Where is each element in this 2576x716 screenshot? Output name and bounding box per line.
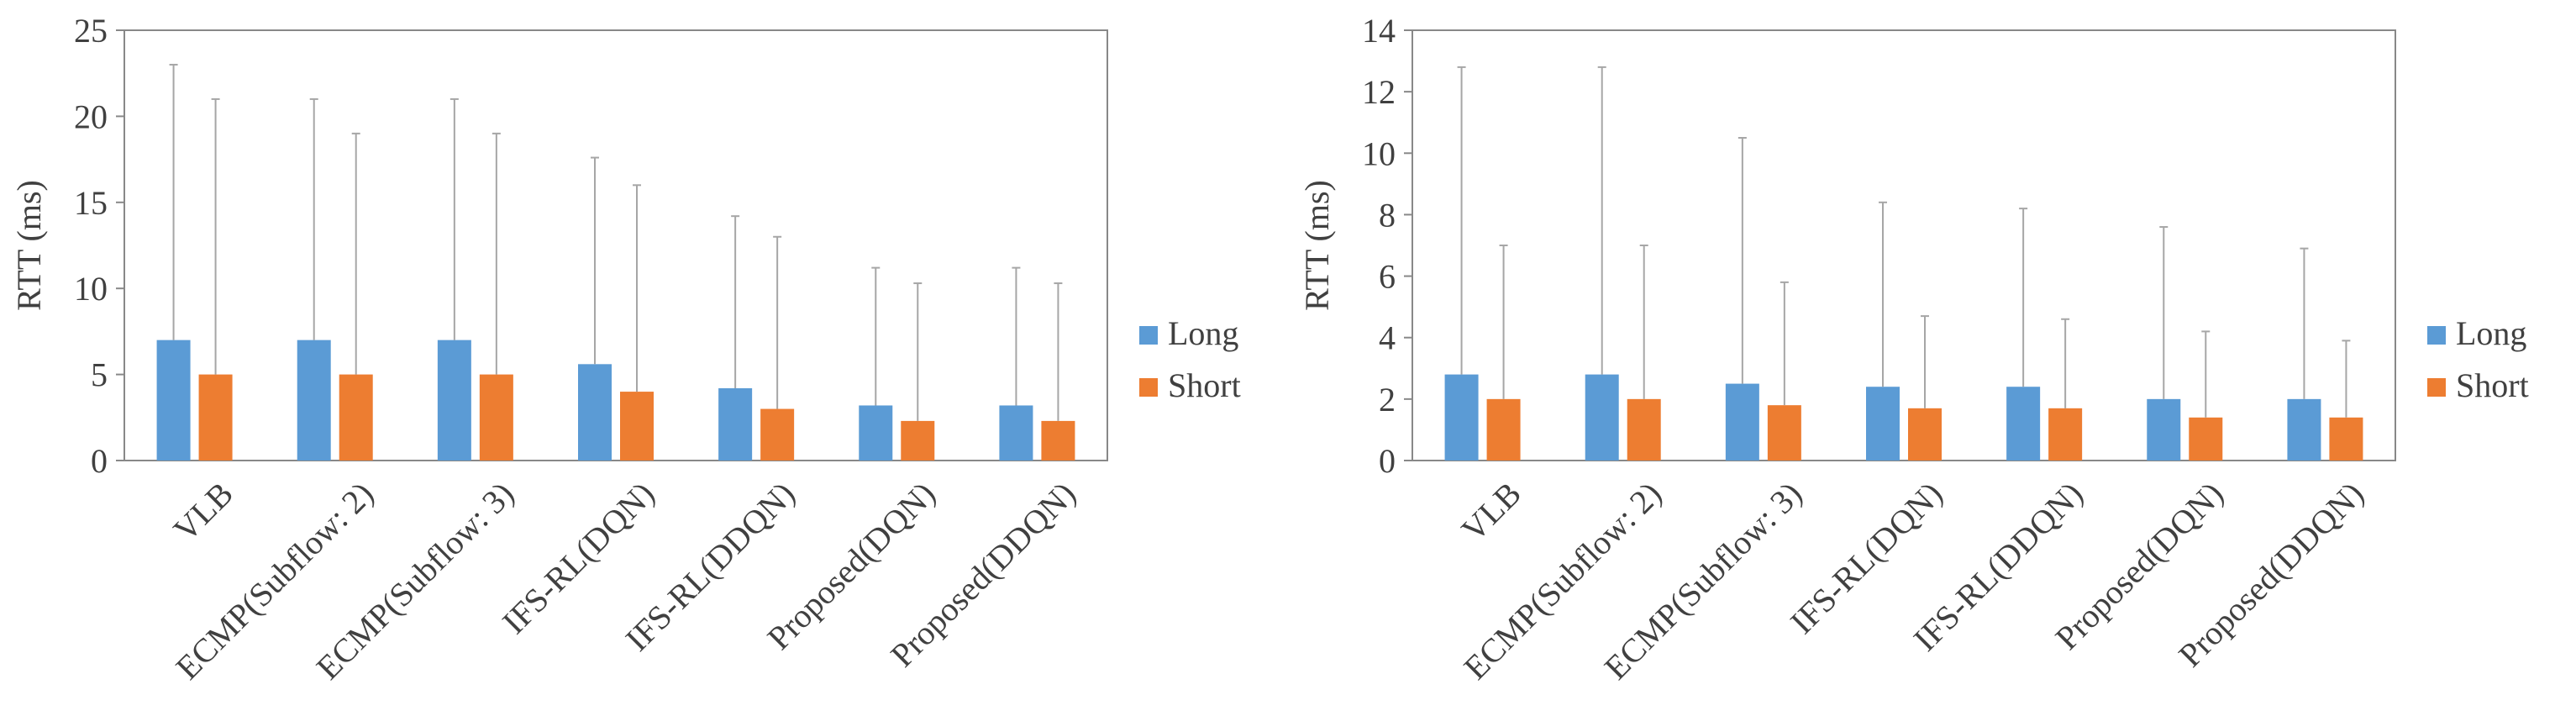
- y-tick-label: 20: [74, 97, 108, 135]
- bar-short-vlb: [198, 374, 233, 461]
- bar-long-vlb: [1444, 374, 1479, 461]
- y-tick-label: 4: [1379, 319, 1396, 357]
- plot-area-frame: [124, 29, 1108, 461]
- bar-long-vlb: [156, 340, 191, 461]
- y-tick-label: 14: [1362, 12, 1396, 50]
- bar-long-proposed-dqn: [2147, 398, 2181, 461]
- bar-short-proposed-dqn: [901, 420, 935, 461]
- bar-short-ecmp-subflow-2: [1627, 398, 1661, 461]
- y-tick-label: 12: [1362, 73, 1396, 111]
- plot-area-frame: [1412, 29, 2396, 461]
- legend-swatch-short: [1139, 378, 1158, 397]
- legend-label-long: Long: [2456, 314, 2526, 352]
- bar-long-ifs-rl-ddqn: [2006, 387, 2041, 461]
- y-tick-label: 8: [1379, 196, 1396, 234]
- rtt-chart-left: 0 5 10 15 20 25 RTT (ms) VLB ECMP(Subflow: 2) ECM…: [0, 0, 1288, 712]
- category-label-vlb: VLB: [166, 475, 240, 549]
- y-tick-label: 10: [74, 270, 108, 308]
- bar-long-ecmp-subflow-2: [1585, 374, 1619, 461]
- legend-label-short: Short: [1168, 366, 1241, 404]
- bar-short-ifs-rl-dqn: [1908, 408, 1942, 461]
- bar-long-ifs-rl-dqn: [1866, 387, 1900, 461]
- legend-swatch-long: [1139, 326, 1158, 345]
- bar-short-proposed-ddqn: [2329, 417, 2363, 461]
- bar-short-ifs-rl-ddqn: [760, 408, 795, 461]
- bar-long-ecmp-subflow-3: [437, 340, 471, 461]
- legend-swatch-long: [2427, 326, 2446, 345]
- bar-short-ecmp-subflow-3: [1767, 405, 1801, 461]
- legend-swatch-short: [2427, 378, 2446, 397]
- rtt-chart-right: 0 2 4 6 8 10 12 14 RTT (ms) VLB ECMP(Subflow: 2) EC…: [1288, 0, 2576, 712]
- bar-long-ecmp-subflow-3: [1725, 383, 1759, 461]
- y-tick-label: 0: [91, 442, 108, 480]
- y-tick-label: 6: [1379, 258, 1396, 296]
- legend-label-short: Short: [2456, 366, 2529, 404]
- y-tick-label: 25: [74, 12, 108, 50]
- bar-short-ecmp-subflow-2: [339, 374, 373, 461]
- legend-label-long: Long: [1168, 314, 1238, 352]
- bar-short-ecmp-subflow-3: [479, 374, 513, 461]
- y-axis-title: RTT (ms): [10, 180, 48, 311]
- bar-short-proposed-ddqn: [1041, 420, 1075, 461]
- y-tick-label: 0: [1379, 442, 1396, 480]
- bar-short-vlb: [1486, 398, 1521, 461]
- bar-long-proposed-ddqn: [999, 405, 1033, 461]
- category-label-vlb: VLB: [1454, 475, 1528, 549]
- bar-long-ecmp-subflow-2: [297, 340, 331, 461]
- bar-long-proposed-ddqn: [2287, 398, 2321, 461]
- y-tick-label: 5: [91, 356, 108, 394]
- bar-short-proposed-dqn: [2189, 417, 2223, 461]
- y-tick-label: 10: [1362, 134, 1396, 172]
- bar-long-proposed-dqn: [859, 405, 893, 461]
- bar-short-ifs-rl-ddqn: [2048, 408, 2083, 461]
- y-tick-label: 2: [1379, 381, 1396, 419]
- y-axis-title: RTT (ms): [1298, 180, 1336, 311]
- bar-short-ifs-rl-dqn: [620, 392, 654, 461]
- bar-long-ifs-rl-ddqn: [718, 387, 753, 461]
- bar-long-ifs-rl-dqn: [578, 364, 612, 461]
- y-tick-label: 15: [74, 184, 108, 222]
